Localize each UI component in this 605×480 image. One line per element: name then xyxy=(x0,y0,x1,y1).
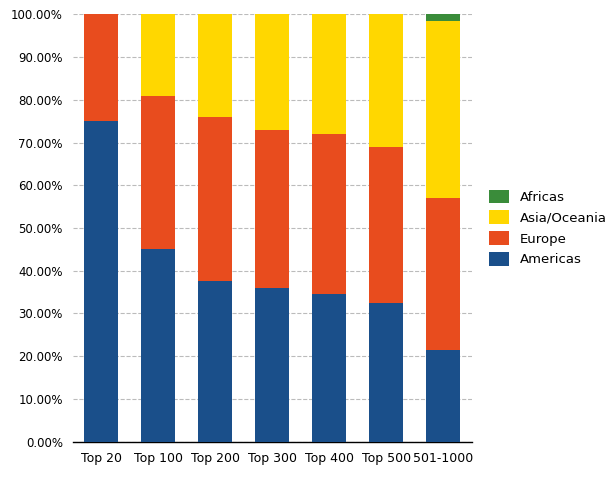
Bar xyxy=(312,294,347,442)
Bar xyxy=(255,14,289,130)
Bar xyxy=(84,14,118,121)
Bar xyxy=(427,350,460,442)
Bar xyxy=(369,147,404,303)
Bar xyxy=(369,303,404,442)
Bar xyxy=(427,14,460,21)
Bar xyxy=(84,121,118,442)
Bar xyxy=(198,117,232,281)
Bar xyxy=(255,288,289,442)
Bar xyxy=(427,21,460,198)
Bar xyxy=(427,198,460,350)
Bar xyxy=(369,14,404,147)
Bar xyxy=(141,250,175,442)
Bar xyxy=(312,14,347,134)
Bar xyxy=(141,96,175,250)
Bar xyxy=(255,130,289,288)
Bar xyxy=(198,14,232,117)
Legend: Africas, Asia/Oceania, Europe, Americas: Africas, Asia/Oceania, Europe, Americas xyxy=(483,183,605,273)
Bar xyxy=(198,281,232,442)
Bar xyxy=(312,134,347,294)
Bar xyxy=(141,14,175,96)
